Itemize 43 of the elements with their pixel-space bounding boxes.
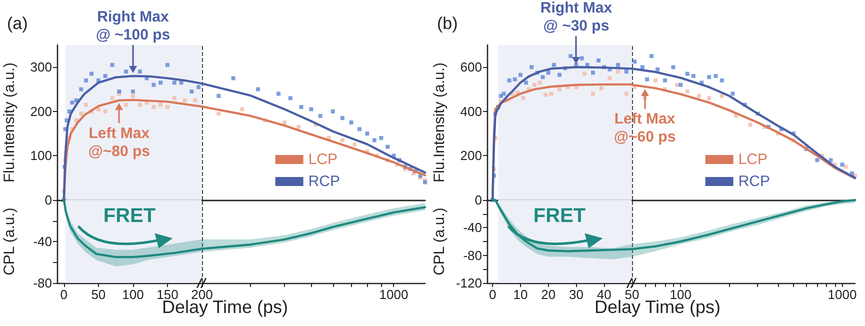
x-tick-label: 10	[513, 287, 528, 302]
y-axis-title: CPL (a.u.)	[431, 208, 448, 276]
legend-label: LCP	[308, 151, 338, 168]
x-tick-label: 40	[596, 287, 612, 302]
annotation: FRET	[103, 204, 156, 227]
y-tick-label: 0	[474, 192, 482, 208]
y-tick-label: 600	[460, 60, 482, 75]
x-tick-label: 30	[568, 287, 584, 302]
x-tick-label: 1000	[379, 287, 408, 302]
annotation: Left Max @~80 ps	[88, 124, 150, 160]
x-tick-label: 100	[670, 287, 692, 302]
annotation: Left Max @~60 ps	[614, 110, 676, 146]
y-tick-label: 200	[460, 148, 482, 164]
x-tick-label: 1000	[828, 287, 857, 302]
x-tick-label: 200	[191, 287, 213, 302]
y-tick-label: 400	[460, 104, 482, 119]
legend-label: RCP	[738, 173, 770, 190]
legend-label: RCP	[308, 173, 340, 190]
x-tick-label: 50	[624, 287, 640, 302]
x-tick-label: 150	[156, 287, 178, 302]
y-axis-title: Flu.Intensity (a.u.)	[431, 62, 448, 183]
y-axis-title: CPL (a.u.)	[1, 208, 18, 276]
x-tick-label: 100	[122, 287, 144, 302]
y-tick-label: -120	[456, 276, 482, 290]
x-tick-label: 20	[541, 287, 556, 302]
y-tick-label: -40	[463, 220, 482, 236]
annotation: Right Max @ ~30 ps	[540, 0, 613, 35]
x-tick-label: 0	[488, 287, 496, 302]
y-axis-title: Flu.Intensity (a.u.)	[1, 62, 18, 183]
y-tick-label: -80	[463, 248, 482, 263]
chart-title: (b)	[437, 14, 458, 33]
y-tick-label: -80	[33, 276, 52, 290]
annotation: FRET	[533, 204, 586, 227]
x-tick-label: 0	[60, 287, 68, 302]
annotation: Right Max @ ~100 ps	[96, 8, 170, 44]
legend-label: LCP	[738, 151, 768, 168]
y-tick-label: 200	[30, 104, 52, 119]
chart-title: (a)	[7, 14, 28, 33]
y-tick-label: -40	[33, 234, 52, 249]
x-tick-label: 50	[91, 287, 106, 302]
y-tick-label: 0	[44, 192, 52, 208]
y-tick-label: 100	[30, 148, 52, 164]
y-tick-label: 300	[30, 60, 52, 75]
